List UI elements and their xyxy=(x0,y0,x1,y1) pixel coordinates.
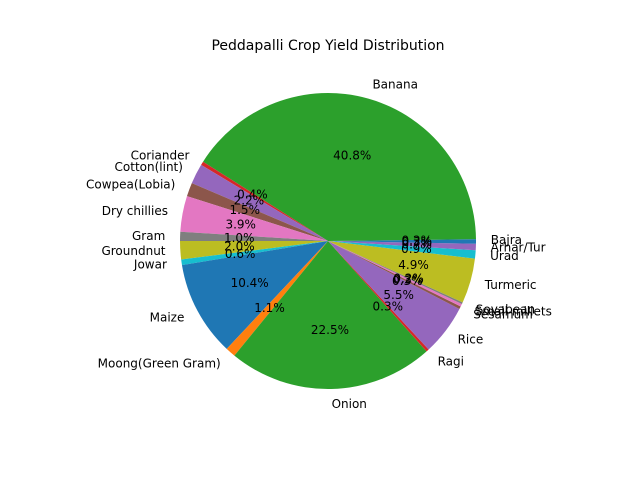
slice-percent-groundnut: 2.0% xyxy=(224,240,255,254)
slice-percent-jowar: 0.6% xyxy=(225,247,256,261)
pie-slices xyxy=(180,93,477,390)
slice-label-sesamum: Sesamum xyxy=(473,307,533,321)
slice-slice-21 xyxy=(328,241,476,244)
slice-percent-dry-chillies: 3.9% xyxy=(225,218,256,232)
slice-maize xyxy=(181,241,328,349)
slice-percent-bajra: 0.2% xyxy=(402,233,433,247)
slice-label-cotton-lint: Cotton(lint) xyxy=(115,160,183,174)
slice-coriander xyxy=(201,161,328,241)
slice-label-moong-green-gram: Moong(Green Gram) xyxy=(98,356,221,370)
slice-banana xyxy=(203,93,476,241)
slice-small-millets xyxy=(328,241,462,307)
slice-label-maize: Maize xyxy=(150,311,185,325)
chart-title: Peddapalli Crop Yield Distribution xyxy=(211,38,444,54)
slice-percent-turmeric: 4.9% xyxy=(398,258,429,272)
slice-label-onion: Onion xyxy=(332,397,367,411)
slice-turmeric xyxy=(328,241,475,303)
slice-percent-cowpea-lobia: 1.5% xyxy=(229,203,260,217)
slice-label-banana: Banana xyxy=(372,77,418,91)
slice-label-rice: Rice xyxy=(458,333,484,347)
slice-label-arhar-tur: Arhar/Tur xyxy=(491,241,546,255)
slice-percent-rice: 5.5% xyxy=(383,288,414,302)
slice-label-ragi: Ragi xyxy=(438,354,464,368)
slice-label-bajra: Bajra xyxy=(491,233,522,247)
slice-dry-chillies xyxy=(180,196,328,241)
slice-ragi xyxy=(328,241,429,352)
slice-label-dry-chillies: Dry chillies xyxy=(102,204,168,218)
slice-percent-slice-21: 0.3% xyxy=(402,235,433,249)
slice-urad xyxy=(328,241,476,259)
slice-percent-moong-green-gram: 1.1% xyxy=(254,301,285,315)
slice-soyabean xyxy=(328,241,463,305)
slice-label-jowar: Jowar xyxy=(133,257,167,271)
slice-label-soyabean: Soyabean xyxy=(476,302,535,316)
slice-percent-banana: 40.8% xyxy=(333,149,371,163)
slice-arhar-tur xyxy=(328,241,476,251)
slice-moong-green-gram xyxy=(226,241,328,356)
slice-rice xyxy=(328,241,460,350)
slice-label-small-millets: Small millets xyxy=(475,305,552,319)
slice-percent-gram: 1.0% xyxy=(224,231,255,245)
slice-percent-arhar-tur: 0.7% xyxy=(401,238,432,252)
slice-label-cowpea-lobia: Cowpea(Lobia) xyxy=(86,177,175,191)
slice-label-gram: Gram xyxy=(132,229,165,243)
slice-percent-coriander: 0.4% xyxy=(237,187,268,201)
slice-onion xyxy=(234,241,427,390)
slice-percent-soyabean: 0.2% xyxy=(393,271,424,285)
slice-bajra xyxy=(328,239,477,241)
slice-percent-onion: 22.5% xyxy=(311,323,349,337)
slice-cowpea-lobia xyxy=(186,183,328,241)
slice-groundnut xyxy=(180,241,328,260)
slice-jowar xyxy=(181,241,328,266)
pie-percent-labels: 0.2% 40.8% 0.4%2.2%1.5%3.9%1.0%2.0%0.6% 10.… xyxy=(224,149,432,337)
slice-gram xyxy=(180,231,328,241)
slice-percent-urad: 0.9% xyxy=(401,242,432,256)
slice-percent-maize: 10.4% xyxy=(231,276,269,290)
slice-label-coriander: Coriander xyxy=(131,149,190,163)
slice-percent-sesamum: 0.3% xyxy=(392,274,423,288)
slice-label-groundnut: Groundnut xyxy=(101,244,165,258)
slice-sesamum xyxy=(328,241,461,310)
slice-percent-ragi: 0.3% xyxy=(373,300,404,314)
slice-label-urad: Urad xyxy=(490,249,519,263)
slice-cotton-lint xyxy=(191,164,328,241)
slice-label-turmeric: Turmeric xyxy=(484,278,537,292)
slice-percent-cotton-lint: 2.2% xyxy=(234,194,265,208)
slice-percent-small-millets: 0.3% xyxy=(393,273,424,287)
